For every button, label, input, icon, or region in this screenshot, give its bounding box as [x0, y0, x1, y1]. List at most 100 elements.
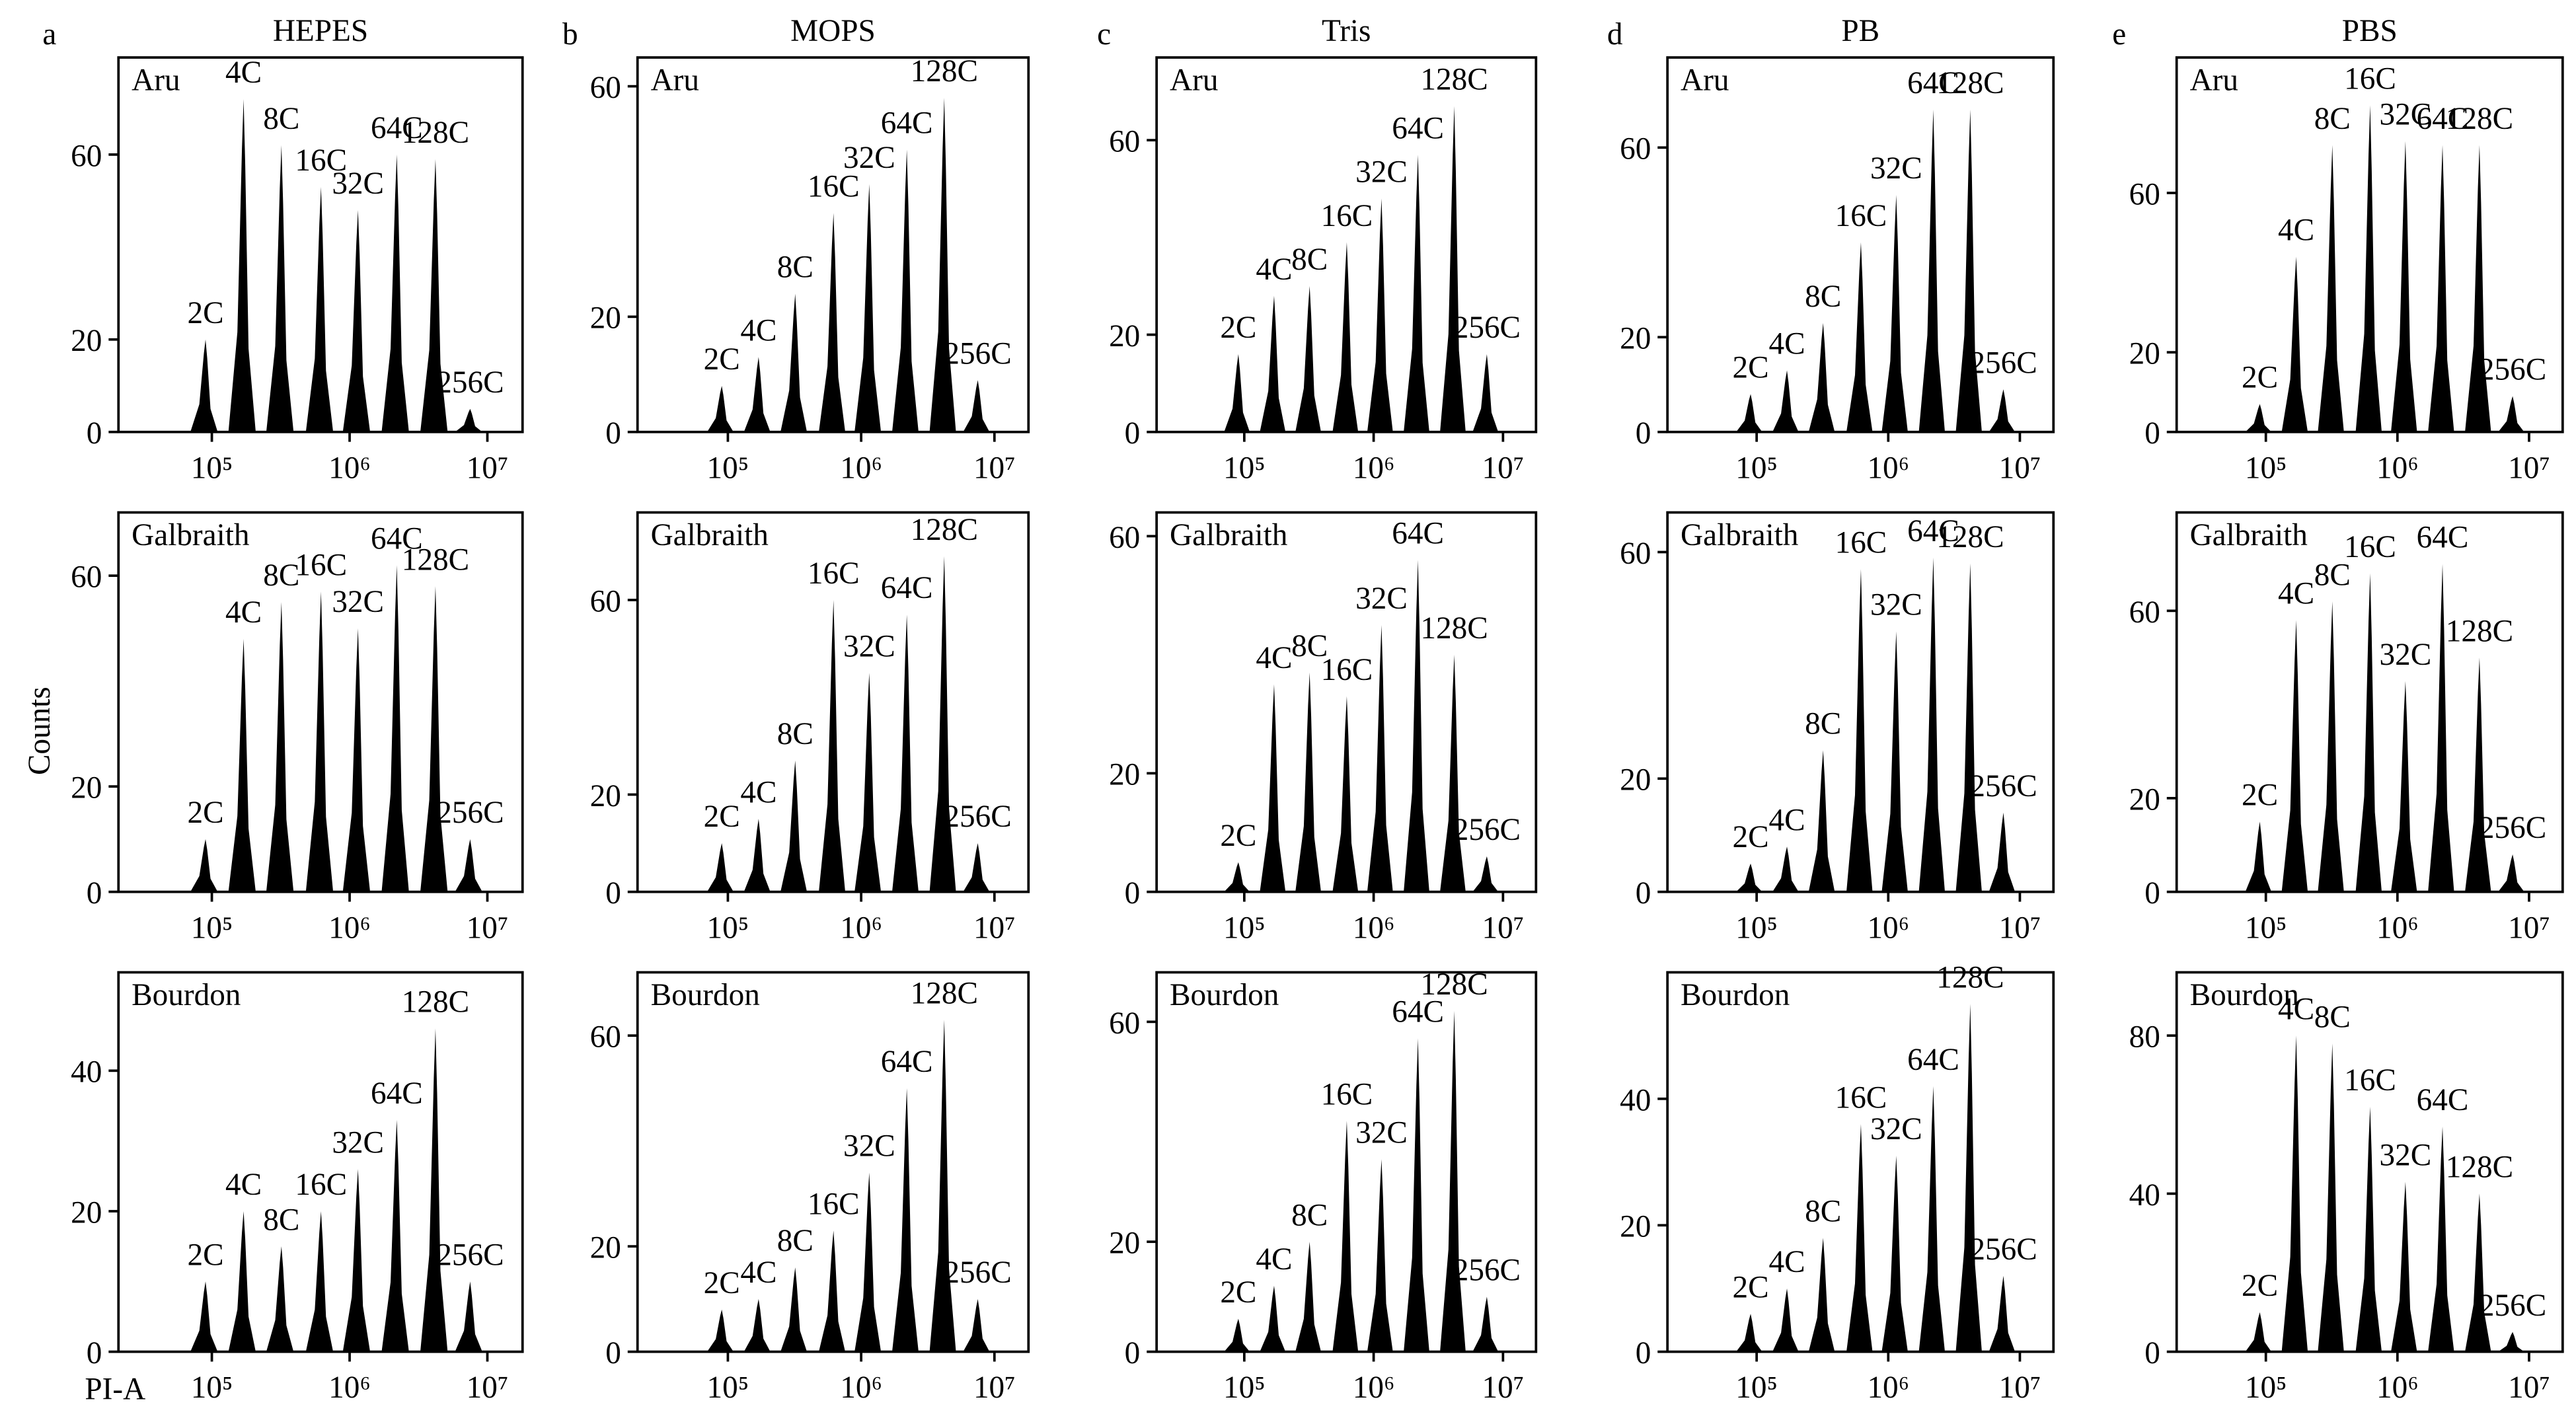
peak-label: 8C	[1805, 707, 1841, 741]
histogram-peak	[1846, 569, 1873, 892]
histogram-peak	[1918, 109, 1946, 432]
histogram-peak	[1367, 198, 1393, 432]
peak-label: 64C	[881, 1045, 933, 1079]
x-axis-label: PI-A	[85, 1372, 145, 1407]
histogram-peak	[929, 98, 956, 432]
x-tick-label: 10⁵	[191, 1370, 233, 1405]
histogram-peak	[1295, 672, 1321, 892]
peak-label: 8C	[263, 102, 299, 136]
histogram-peak	[305, 186, 334, 432]
peak-label: 32C	[843, 141, 895, 175]
cultivar-label: Galbraith	[1170, 518, 1287, 552]
cultivar-label: Bourdon	[1170, 978, 1279, 1012]
peak-label: 2C	[704, 342, 740, 377]
histogram-peak	[854, 1172, 882, 1352]
peak-label: 4C	[225, 1168, 262, 1202]
x-tick-label: 10⁶	[1353, 1370, 1395, 1405]
y-tick-label: 60	[1620, 132, 1651, 167]
y-tick-label: 0	[2144, 876, 2160, 911]
peak-label: 2C	[2242, 778, 2278, 812]
histogram-peak	[455, 839, 482, 892]
y-tick-label: 20	[590, 779, 621, 813]
y-tick-label: 60	[2129, 177, 2160, 211]
peak-label: 8C	[2314, 558, 2351, 592]
y-tick-label: 60	[1109, 1006, 1140, 1041]
y-tick-label: 20	[1620, 322, 1651, 356]
cultivar-label: Aru	[651, 63, 699, 98]
histogram-peak	[2498, 854, 2524, 892]
y-tick-label: 20	[1109, 1226, 1140, 1261]
histogram-peak	[190, 339, 218, 432]
peak-label: 4C	[1768, 803, 1805, 837]
peak-label: 2C	[1220, 1275, 1256, 1310]
y-tick-label: 0	[2144, 1336, 2160, 1370]
column-title: Tris	[1322, 14, 1371, 48]
peak-label: 8C	[263, 558, 299, 593]
histogram-peak	[1772, 1288, 1799, 1352]
peak-label: 64C	[1392, 111, 1444, 145]
x-tick-label: 10⁷	[2508, 451, 2550, 485]
histogram-peak	[1260, 1285, 1286, 1352]
peak-label: 64C	[2417, 102, 2469, 136]
peak-label: 4C	[740, 775, 777, 809]
histogram-peak	[1989, 812, 2016, 892]
column-title: PB	[1841, 14, 1879, 48]
peak-label: 4C	[1768, 1245, 1805, 1279]
peak-label: 4C	[740, 1255, 777, 1290]
peak-label: 64C	[881, 571, 933, 605]
y-tick-label: 0	[1125, 876, 1141, 911]
peak-label: 2C	[2242, 361, 2278, 395]
peak-label: 16C	[808, 170, 860, 204]
peak-label: 32C	[2380, 638, 2432, 672]
cultivar-label: Galbraith	[2190, 518, 2308, 552]
histogram-peak	[2391, 681, 2417, 892]
x-tick-label: 10⁶	[1867, 1370, 1909, 1405]
x-tick-label: 10⁷	[1999, 451, 2041, 485]
x-tick-label: 10⁵	[707, 1370, 749, 1405]
peak-label: 256C	[1969, 1232, 2037, 1267]
histogram-peak	[420, 586, 448, 892]
panel-letter: d	[1607, 17, 1623, 52]
peak-label: 16C	[2344, 1063, 2396, 1098]
cultivar-label: Aru	[1681, 63, 1729, 98]
peak-label: 4C	[1256, 252, 1292, 287]
peak-label: 128C	[911, 54, 978, 89]
y-tick-label: 60	[2129, 595, 2160, 630]
peak-label: 16C	[808, 556, 860, 591]
peak-label: 256C	[436, 796, 504, 830]
x-tick-label: 10⁶	[328, 911, 371, 945]
x-tick-label: 10⁶	[1867, 451, 1909, 485]
peak-label: 4C	[225, 56, 262, 90]
histogram-peak	[2391, 1181, 2417, 1352]
histogram-peak	[2318, 145, 2344, 432]
histogram-peak	[819, 1230, 845, 1352]
histogram-peak	[706, 385, 734, 432]
peak-label: 4C	[1256, 641, 1292, 675]
peak-label: 8C	[2314, 1000, 2351, 1034]
cultivar-label: Aru	[2190, 63, 2238, 98]
histogram-peak	[891, 149, 919, 432]
y-tick-label: 60	[71, 139, 102, 173]
peak-label: 2C	[2242, 1269, 2278, 1303]
column-title: MOPS	[790, 14, 876, 48]
histogram-peak	[1367, 1159, 1393, 1352]
x-tick-label: 10⁵	[1735, 911, 1778, 945]
histogram-peak	[190, 839, 218, 892]
histogram-peak	[2355, 105, 2382, 432]
histogram-peak	[266, 1246, 294, 1352]
histogram-peak	[2281, 256, 2308, 432]
histogram-peak	[963, 380, 990, 432]
histogram-peak	[1224, 1318, 1250, 1352]
x-tick-label: 10⁵	[191, 451, 233, 485]
x-tick-label: 10⁷	[467, 911, 509, 945]
peak-label: 64C	[371, 111, 423, 145]
peak-label: 16C	[2344, 530, 2396, 564]
histogram-peak	[1881, 195, 1908, 432]
x-tick-label: 10⁷	[1482, 451, 1525, 485]
y-tick-label: 20	[2129, 337, 2160, 371]
y-tick-label: 20	[71, 1195, 102, 1230]
